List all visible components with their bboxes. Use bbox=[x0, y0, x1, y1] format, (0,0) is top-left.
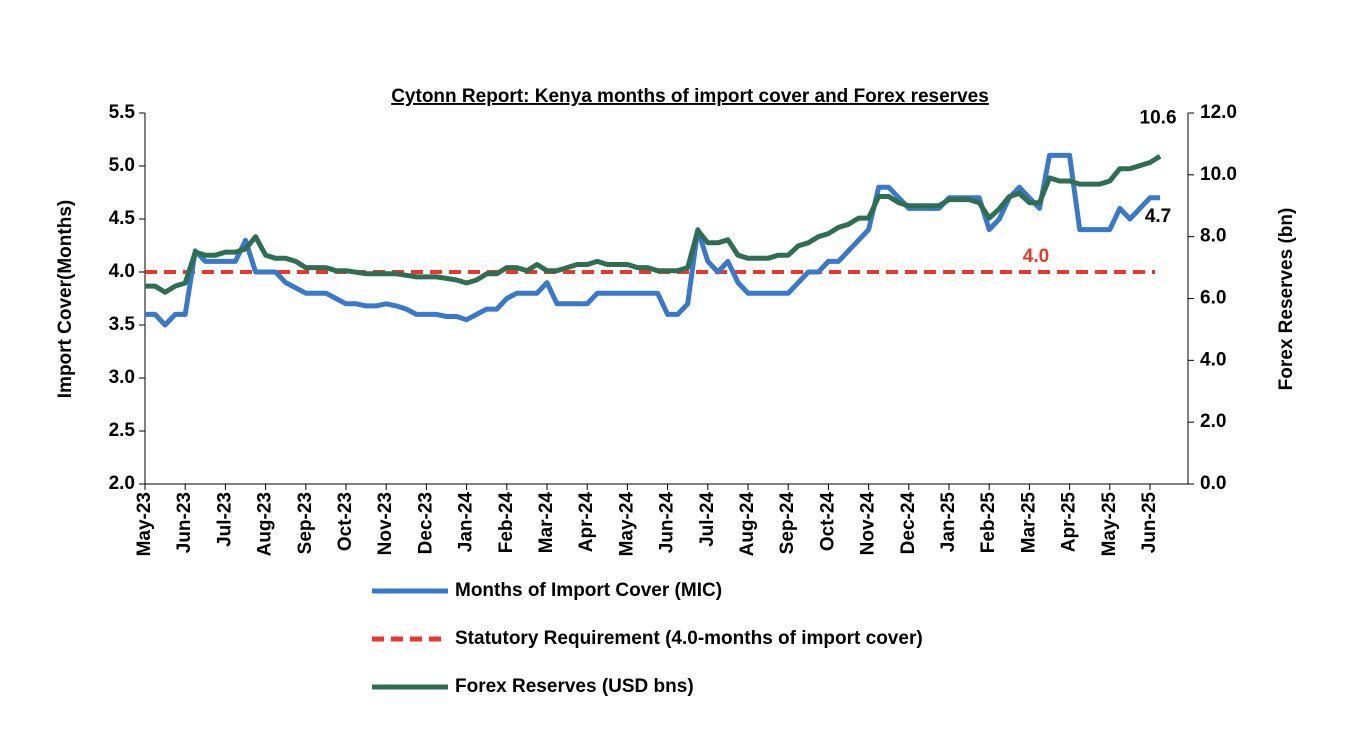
y-tick-label: 5.5 bbox=[109, 102, 136, 123]
y2-tick-label: 8.0 bbox=[1200, 226, 1226, 247]
x-tick-label: Mar-24 bbox=[536, 492, 557, 554]
chart-title: Cytonn Report: Kenya months of import co… bbox=[391, 86, 989, 107]
series-line bbox=[145, 154, 1162, 295]
end-value-label: 4.7 bbox=[1145, 206, 1171, 227]
y2-tick-label: 4.0 bbox=[1200, 349, 1226, 370]
y2-tick-label: 2.0 bbox=[1200, 411, 1226, 432]
legend-label: Months of Import Cover (MIC) bbox=[455, 580, 722, 601]
x-tick-label: May-25 bbox=[1099, 492, 1120, 557]
y2-axis-title: Forex Reserves (bn) bbox=[1276, 208, 1297, 391]
x-tick-label: Jun-23 bbox=[174, 492, 195, 553]
y-tick-label: 4.0 bbox=[109, 261, 135, 282]
x-tick-label: Aug-23 bbox=[255, 492, 276, 556]
x-tick-label: Apr-25 bbox=[1059, 492, 1080, 553]
y-axis-title: Import Cover(Months) bbox=[55, 200, 76, 398]
legend-label: Statutory Requirement (4.0-months of imp… bbox=[455, 628, 923, 649]
x-tick-label: Jun-25 bbox=[1139, 492, 1160, 554]
y-tick-label: 3.5 bbox=[109, 314, 136, 335]
x-tick-label: Aug-24 bbox=[737, 492, 758, 557]
y-tick-label: 3.0 bbox=[109, 367, 135, 388]
x-tick-label: Dec-23 bbox=[415, 492, 436, 554]
x-tick-label: Jan-25 bbox=[938, 492, 959, 553]
x-tick-label: Jan-24 bbox=[456, 492, 477, 553]
x-tick-label: Jul-23 bbox=[214, 492, 235, 547]
y2-tick-label: 12.0 bbox=[1200, 102, 1237, 123]
series-line bbox=[145, 152, 1161, 328]
end-value-label: 10.6 bbox=[1140, 107, 1177, 128]
x-tick-label: Oct-24 bbox=[817, 492, 838, 552]
y2-tick-label: 10.0 bbox=[1200, 164, 1237, 185]
x-tick-label: Mar-25 bbox=[1018, 492, 1039, 554]
x-tick-label: Dec-24 bbox=[898, 492, 919, 555]
legend-label: Forex Reserves (USD bns) bbox=[455, 676, 694, 697]
x-tick-label: May-24 bbox=[616, 492, 637, 557]
y-tick-label: 5.0 bbox=[109, 155, 135, 176]
y-tick-label: 2.5 bbox=[109, 420, 136, 441]
x-tick-label: Feb-25 bbox=[978, 492, 999, 554]
x-tick-label: Sep-24 bbox=[777, 492, 798, 555]
x-tick-label: Oct-23 bbox=[335, 492, 356, 551]
y-tick-label: 2.0 bbox=[109, 473, 135, 494]
y-tick-label: 4.5 bbox=[109, 208, 136, 229]
x-tick-label: Nov-24 bbox=[858, 492, 879, 556]
x-tick-label: Jun-24 bbox=[657, 492, 678, 554]
y2-tick-label: 0.0 bbox=[1200, 473, 1226, 494]
x-tick-label: Feb-24 bbox=[496, 492, 517, 554]
y2-tick-label: 6.0 bbox=[1200, 288, 1226, 309]
x-tick-label: Nov-23 bbox=[375, 492, 396, 555]
x-tick-label: Sep-23 bbox=[295, 492, 316, 554]
x-tick-label: May-23 bbox=[134, 492, 155, 556]
reference-label: 4.0 bbox=[1023, 246, 1049, 267]
x-tick-label: Apr-24 bbox=[576, 492, 597, 553]
x-tick-label: Jul-24 bbox=[697, 492, 718, 547]
